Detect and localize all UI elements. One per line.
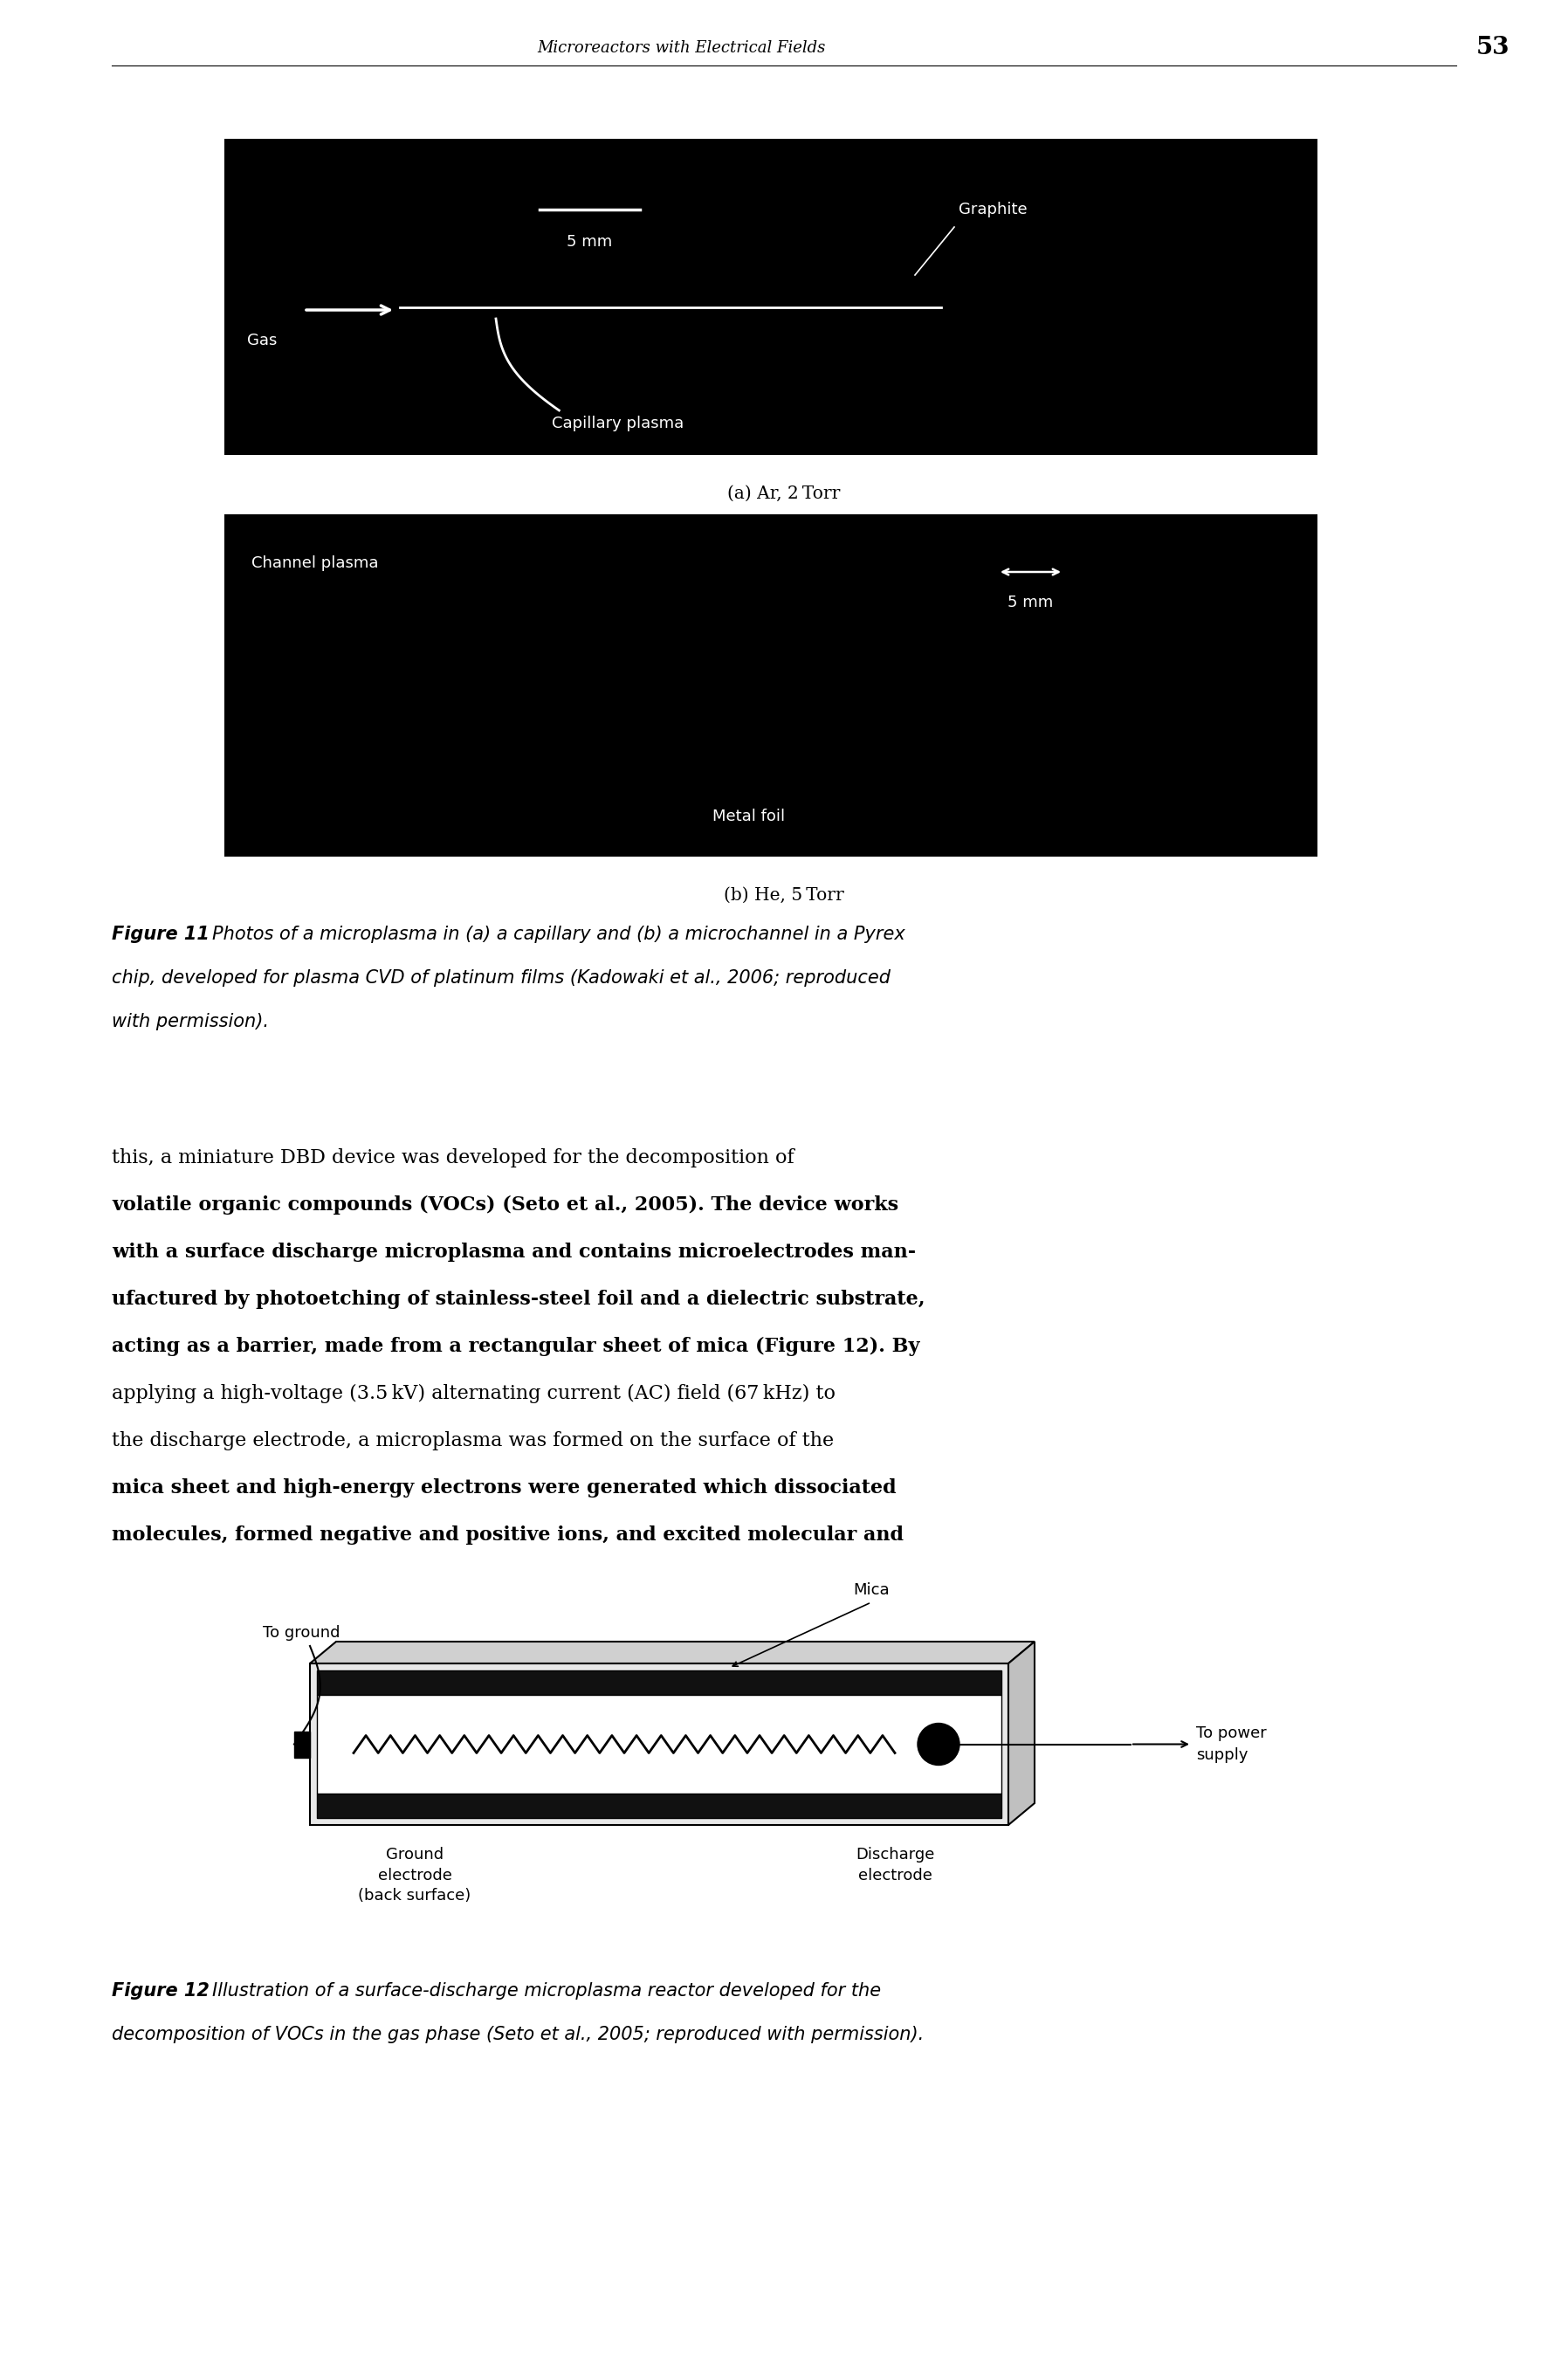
Text: Ground
electrode
(back surface): Ground electrode (back surface) [358,1847,470,1904]
Text: To power
supply: To power supply [1196,1724,1267,1762]
Text: (a) Ar, 2 Torr: (a) Ar, 2 Torr [728,484,840,501]
Text: with a surface discharge microplasma and contains microelectrodes man-: with a surface discharge microplasma and… [111,1242,916,1261]
Text: To ground: To ground [262,1625,340,1642]
Text: 5 mm: 5 mm [568,234,613,250]
Text: the discharge electrode, a microplasma was formed on the surface of the: the discharge electrode, a microplasma w… [111,1431,834,1450]
Polygon shape [310,1642,1035,1663]
Text: (b) He, 5 Torr: (b) He, 5 Torr [724,886,844,902]
Bar [226,515,1317,855]
Text: Photos of a microplasma in (a) a capillary and (b) a microchannel in a Pyrex: Photos of a microplasma in (a) a capilla… [212,926,905,942]
Text: Capillary plasma: Capillary plasma [552,416,684,432]
Text: ufactured by photoetching of stainless-steel foil and a dielectric substrate,: ufactured by photoetching of stainless-s… [111,1290,925,1309]
Text: Figure 11: Figure 11 [111,926,210,942]
Text: Channel plasma: Channel plasma [251,555,378,572]
Text: this, a miniature DBD device was developed for the decomposition of: this, a miniature DBD device was develop… [111,1148,793,1167]
Text: acting as a barrier, made from a rectangular sheet of mica (Figure 12). By: acting as a barrier, made from a rectang… [111,1337,920,1356]
Text: 53: 53 [1475,35,1510,59]
Text: Gas: Gas [248,333,278,350]
Text: Mica: Mica [853,1583,889,1599]
Text: Illustration of a surface-discharge microplasma reactor developed for the: Illustration of a surface-discharge micr… [212,1982,881,2001]
Bar [310,1663,1008,1826]
Bar [317,1670,1002,1696]
Text: Figure 12: Figure 12 [111,1982,210,2001]
Text: volatile organic compounds (VOCs) (Seto et al., 2005). The device works: volatile organic compounds (VOCs) (Seto … [111,1195,898,1214]
Circle shape [917,1724,960,1764]
Text: Metal foil: Metal foil [713,808,786,824]
Text: Microreactors with Electrical Fields: Microreactors with Electrical Fields [536,40,825,57]
Text: Discharge
electrode: Discharge electrode [856,1847,935,1883]
Text: applying a high-voltage (3.5 kV) alternating current (AC) field (67 kHz) to: applying a high-voltage (3.5 kV) alterna… [111,1384,836,1403]
Text: mica sheet and high-energy electrons were generated which dissociated: mica sheet and high-energy electrons wer… [111,1479,897,1498]
Bar [295,1731,310,1757]
Bar [226,139,1317,454]
Bar [317,1793,1002,1819]
Text: molecules, formed negative and positive ions, and excited molecular and: molecules, formed negative and positive … [111,1526,903,1545]
Polygon shape [1008,1642,1035,1826]
Text: chip, developed for plasma CVD of platinum films (Kadowaki et al., 2006; reprodu: chip, developed for plasma CVD of platin… [111,968,891,987]
Text: with permission).: with permission). [111,1013,268,1030]
Text: decomposition of VOCs in the gas phase (Seto et al., 2005; reproduced with permi: decomposition of VOCs in the gas phase (… [111,2027,924,2043]
Bar [317,1696,1002,1793]
Text: Graphite: Graphite [958,201,1027,217]
Text: 5 mm: 5 mm [1007,595,1054,609]
